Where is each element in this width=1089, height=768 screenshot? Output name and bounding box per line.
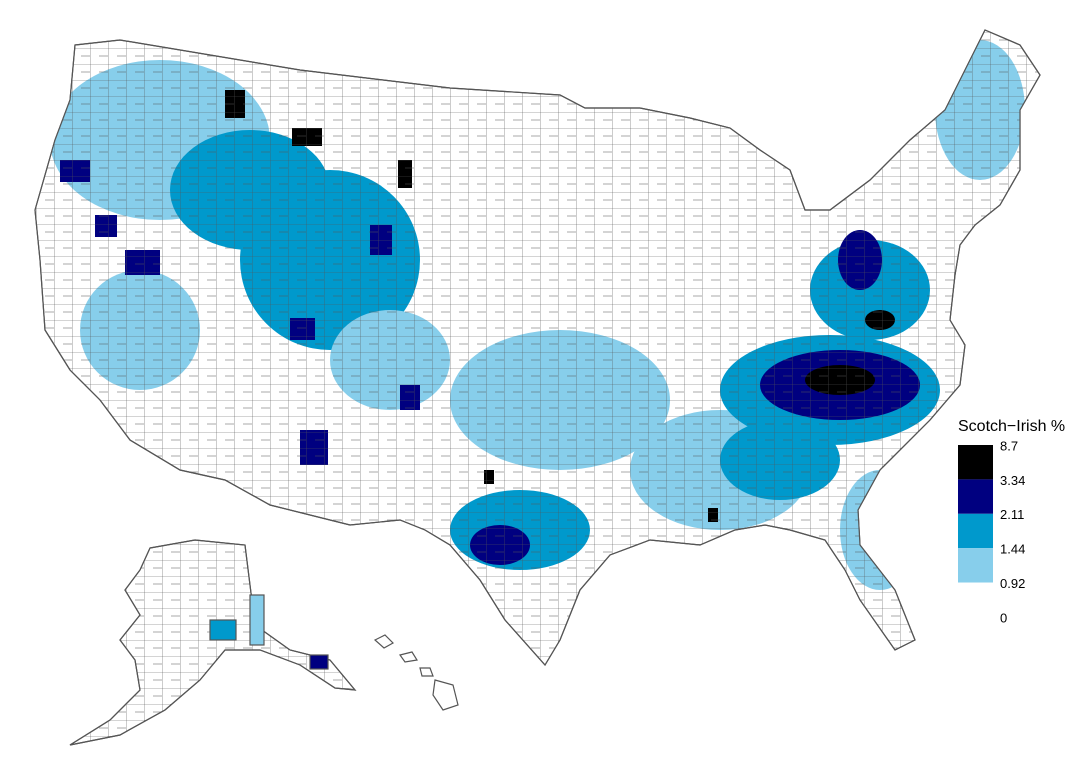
legend-swatch [958, 445, 993, 480]
legend-swatch [958, 479, 993, 514]
legend-label: 0 [1000, 610, 1007, 625]
legend-label: 8.7 [1000, 438, 1018, 453]
contiguous-us [34, 29, 1041, 666]
legend-label: 2.11 [1000, 507, 1024, 522]
legend-title: Scotch−Irish % [958, 418, 1065, 435]
legend: Scotch−Irish % 8.7 3.34 2.11 1.44 0.92 0 [958, 418, 1065, 625]
legend-label: 0.92 [1000, 576, 1025, 591]
alaska [69, 539, 357, 746]
region [209, 619, 237, 641]
legend-swatch [958, 582, 993, 617]
region [309, 654, 329, 670]
legend-swatch [958, 513, 993, 549]
hawaii [373, 634, 459, 711]
region [249, 594, 265, 646]
legend-swatch [958, 548, 993, 583]
legend-label: 3.34 [1000, 473, 1025, 488]
legend-label: 1.44 [1000, 542, 1025, 557]
